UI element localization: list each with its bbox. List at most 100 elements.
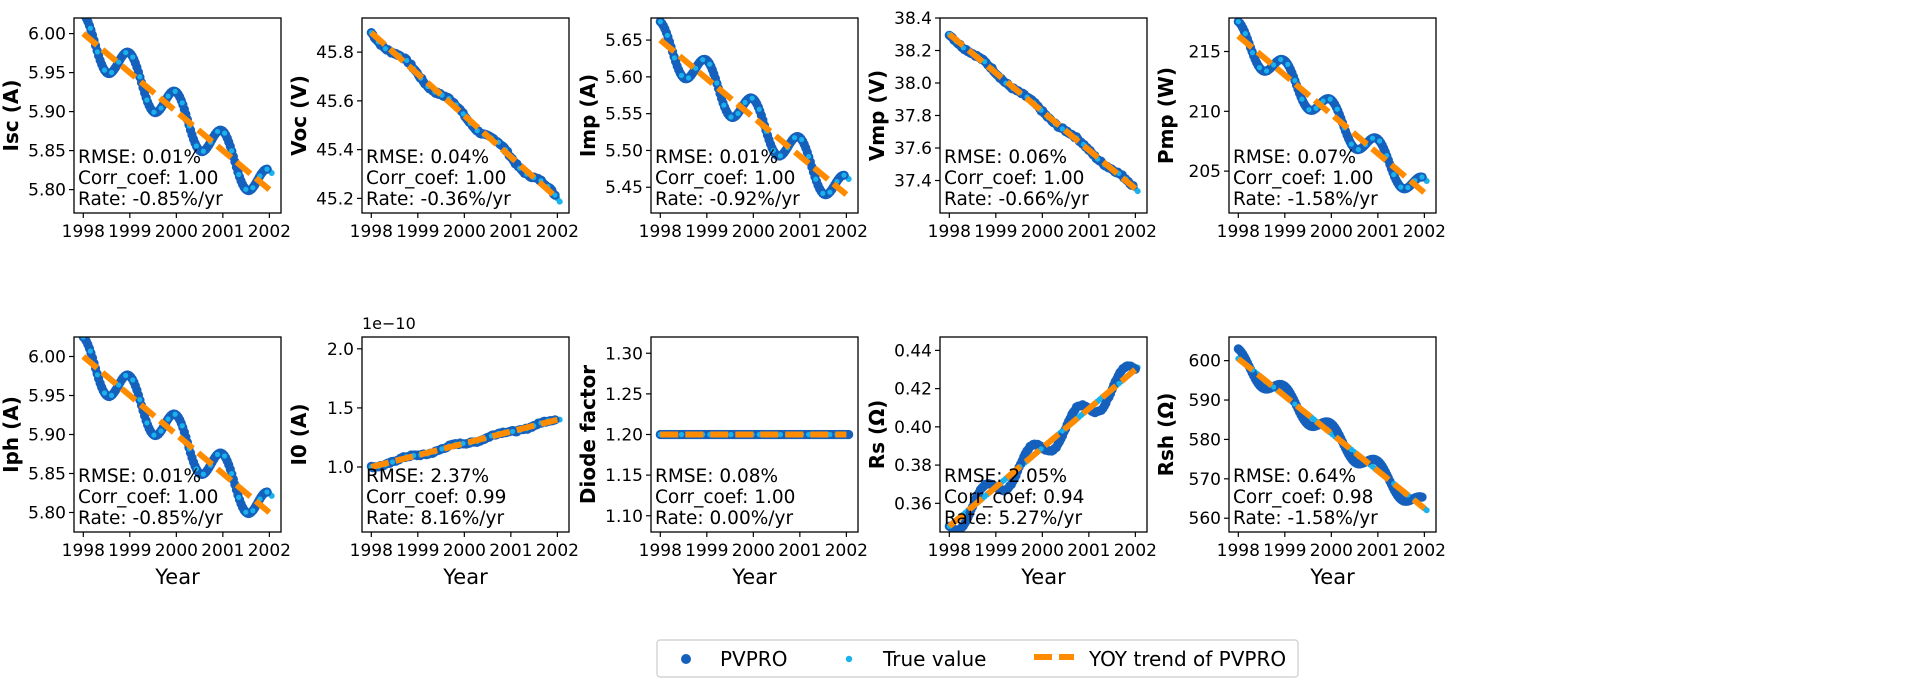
true-value-point bbox=[87, 348, 93, 354]
subplot-isc: 5.80 5.85 5.90 5.95 6.00 1998 1999 2000 2001 2002… bbox=[0, 11, 291, 242]
x-tick-label: 2001 bbox=[778, 541, 821, 561]
true-value-point bbox=[460, 111, 466, 117]
x-tick-label: 1998 bbox=[350, 541, 393, 561]
true-value-point bbox=[552, 192, 558, 198]
true-value-point bbox=[137, 74, 143, 80]
true-value-point bbox=[700, 57, 706, 63]
subplot-iph: 5.80 5.85 5.90 5.95 6.00 1998 1999 2000 2001 2002… bbox=[0, 336, 291, 589]
x-tick-label: 2001 bbox=[489, 222, 532, 242]
y-axis-label: Iph (A) bbox=[0, 396, 23, 473]
x-tick-label: 2001 bbox=[489, 541, 532, 561]
stats-annotation-line: RMSE: 2.05% bbox=[944, 466, 1067, 487]
y-axis-label: Vmp (V) bbox=[865, 70, 889, 161]
true-value-point bbox=[1116, 380, 1122, 387]
plot-area bbox=[78, 337, 275, 519]
plot-area bbox=[655, 429, 854, 440]
true-value-point bbox=[144, 97, 150, 103]
x-tick-label: 1998 bbox=[1217, 222, 1260, 242]
x-tick-label: 2000 bbox=[443, 541, 486, 561]
axes-frame bbox=[73, 17, 282, 214]
x-axis-label: Year bbox=[731, 565, 777, 589]
y-tick-label: 5.90 bbox=[28, 103, 66, 123]
true-value-point bbox=[1256, 64, 1263, 71]
stats-annotation-line: RMSE: 0.08% bbox=[655, 466, 778, 487]
true-value-point bbox=[108, 392, 115, 399]
axes-frame bbox=[1228, 17, 1437, 214]
y-tick-label: 5.60 bbox=[605, 68, 643, 88]
true-value-point bbox=[820, 190, 826, 197]
stats-annotation-line: Rate: -1.58%/yr bbox=[1233, 508, 1378, 529]
x-tick-label: 2002 bbox=[1403, 222, 1446, 242]
x-axis-label: Year bbox=[442, 565, 488, 589]
y-tick-label: 590 bbox=[1189, 391, 1221, 411]
true-value-point bbox=[144, 420, 150, 426]
axes-frame bbox=[939, 336, 1148, 533]
true-value-point bbox=[721, 102, 727, 108]
yoy-trend-line bbox=[1236, 356, 1427, 511]
x-tick-label: 2000 bbox=[1021, 222, 1064, 242]
true-value-point bbox=[1271, 384, 1277, 390]
legend: PVPRO True value YOY trend of PVPRO bbox=[656, 639, 1299, 678]
x-tick-label: 1998 bbox=[928, 541, 971, 561]
true-value-point bbox=[1038, 446, 1044, 452]
stats-annotation-line: Rate: 5.27%/yr bbox=[944, 508, 1082, 529]
plot-area bbox=[366, 415, 563, 473]
stats-annotation-line: Corr_coef: 1.00 bbox=[366, 168, 506, 189]
axes-frame bbox=[650, 17, 859, 214]
true-value-point bbox=[123, 372, 129, 379]
true-value-point bbox=[264, 166, 270, 172]
y-tick-label: 37.6 bbox=[894, 139, 932, 159]
true-value-point bbox=[841, 172, 847, 178]
true-value-point bbox=[1306, 107, 1312, 113]
stats-annotation-line: Rate: -0.36%/yr bbox=[366, 189, 511, 210]
x-tick-label: 2002 bbox=[536, 222, 579, 242]
true-value-point bbox=[165, 416, 171, 422]
y-axis-label: Pmp (W) bbox=[1154, 67, 1178, 164]
legend-marker-pvpro bbox=[681, 654, 691, 664]
y-tick-label: 600 bbox=[1189, 352, 1221, 372]
true-value-point bbox=[236, 494, 242, 500]
true-value-point bbox=[80, 11, 86, 17]
pvpro-point bbox=[80, 18, 86, 19]
true-value-point bbox=[172, 411, 178, 417]
y-tick-label: 37.4 bbox=[894, 172, 932, 192]
x-tick-label: 2000 bbox=[1310, 222, 1353, 242]
true-value-point bbox=[151, 109, 157, 115]
y-tick-label: 1.30 bbox=[605, 344, 643, 364]
x-tick-label: 2001 bbox=[1356, 541, 1399, 561]
x-tick-label: 1998 bbox=[639, 222, 682, 242]
subplot-pmp: 205 210 215 1998 1999 2000 2001 2002 Pmp (W) RMSE… bbox=[1154, 17, 1446, 242]
true-value-point bbox=[1369, 135, 1376, 141]
y-axis-label: Rsh (Ω) bbox=[1154, 393, 1178, 477]
true-value-point bbox=[714, 80, 720, 86]
stats-annotation-line: Corr_coef: 1.00 bbox=[1233, 168, 1373, 189]
true-value-point bbox=[1249, 50, 1256, 56]
true-value-point bbox=[693, 65, 699, 71]
plot-area bbox=[1233, 344, 1430, 514]
stats-annotation-line: Rate: -0.85%/yr bbox=[78, 189, 223, 210]
true-value-point bbox=[130, 377, 136, 383]
true-value-point bbox=[1285, 61, 1291, 67]
x-tick-label: 2000 bbox=[1310, 541, 1353, 561]
x-tick-label: 1999 bbox=[396, 541, 439, 561]
true-value-point bbox=[94, 49, 101, 55]
stats-annotation-line: Corr_coef: 1.00 bbox=[78, 168, 218, 189]
true-value-point bbox=[200, 471, 207, 477]
true-value-point bbox=[193, 466, 199, 472]
true-value-point bbox=[1059, 428, 1065, 434]
stats-annotation-line: RMSE: 0.07% bbox=[1233, 147, 1356, 168]
stats-annotation-line: Rate: -0.85%/yr bbox=[78, 508, 223, 529]
plot-area bbox=[944, 30, 1141, 195]
x-tick-label: 2001 bbox=[1356, 222, 1399, 242]
x-tick-label: 1999 bbox=[685, 222, 728, 242]
x-tick-label: 1998 bbox=[928, 222, 971, 242]
legend-label-true-value: True value bbox=[882, 647, 986, 671]
true-value-point bbox=[221, 453, 228, 459]
stats-annotation-line: Corr_coef: 1.00 bbox=[655, 168, 795, 189]
yoy-trend-line bbox=[369, 30, 560, 201]
x-axis-label: Year bbox=[154, 565, 200, 589]
true-value-point bbox=[1299, 96, 1305, 102]
plot-area bbox=[1233, 18, 1430, 195]
true-value-point bbox=[243, 509, 249, 515]
